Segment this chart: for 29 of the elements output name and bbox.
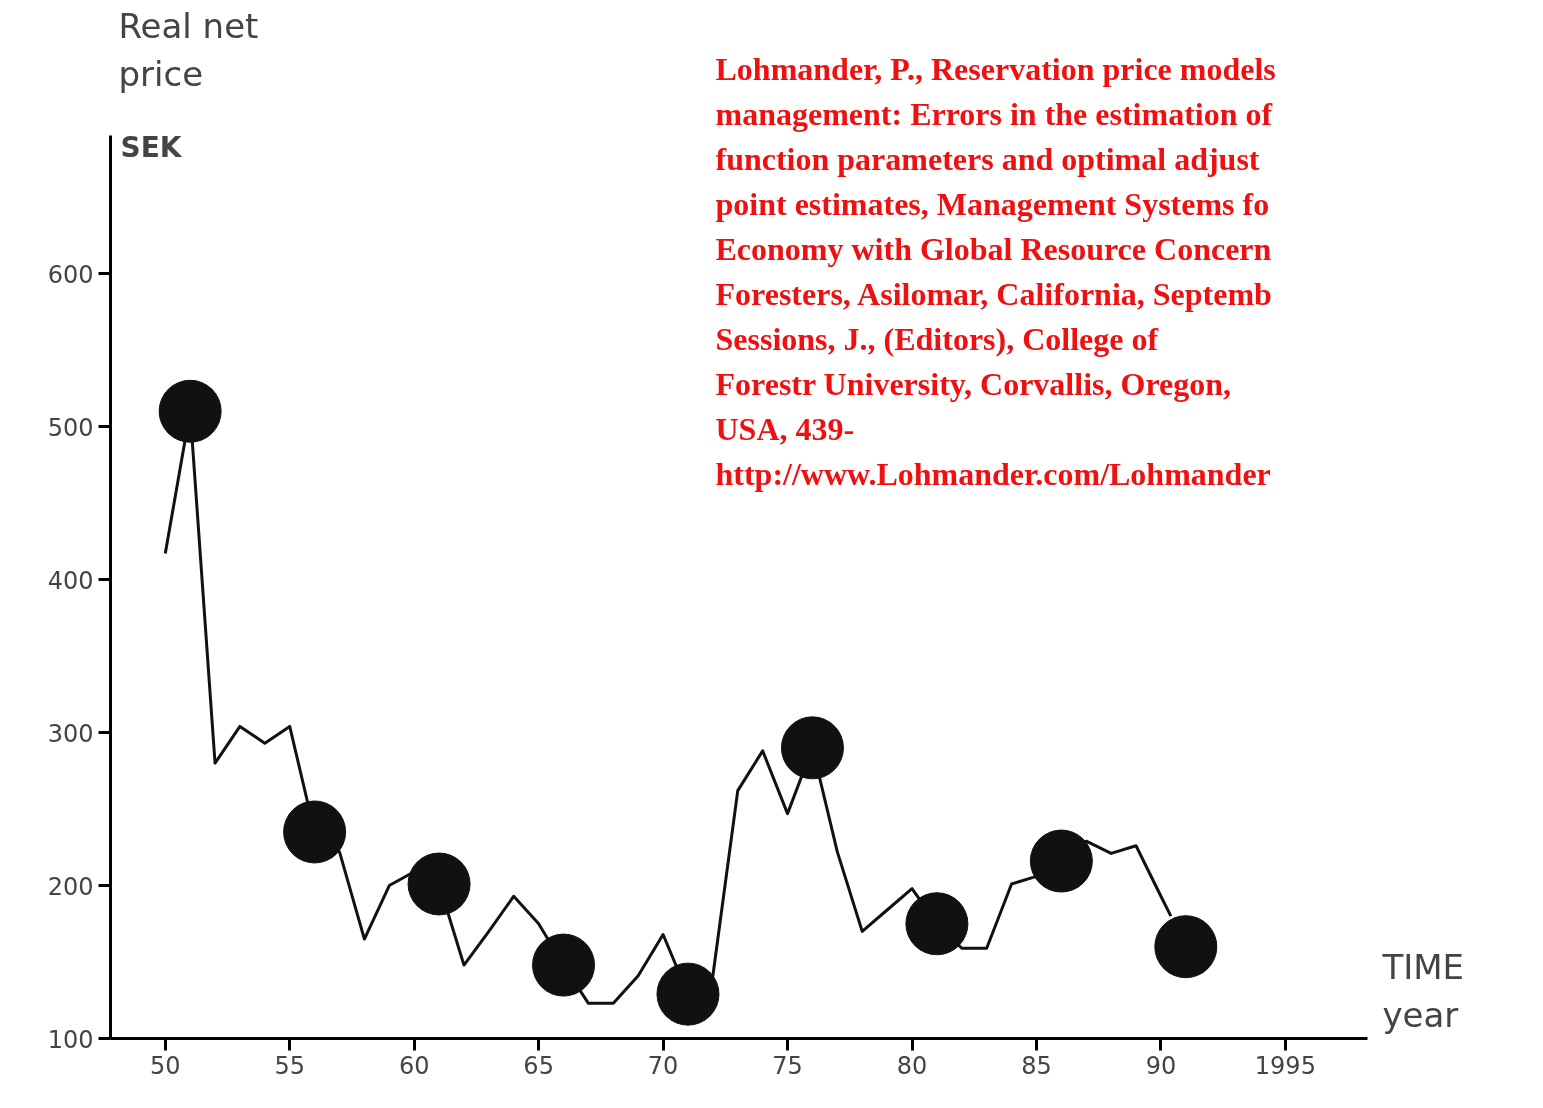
x-tick-label: 60	[398, 1051, 430, 1080]
x-axis-title: TIME year	[1381, 947, 1465, 1036]
point	[1029, 829, 1093, 893]
x-tick-label: 85	[1021, 1051, 1052, 1080]
point	[905, 892, 969, 956]
y-tick-label: 100	[47, 1025, 94, 1054]
x-tick-label: 65	[523, 1051, 554, 1080]
y-tick-label: 300	[47, 719, 94, 748]
point	[656, 962, 720, 1026]
y-tick-label: 200	[47, 872, 94, 901]
x-tick-label: 90	[1145, 1051, 1177, 1080]
text: Lohmander, P., Reservation price models management: Errors in the estimation of function parameters and optimal adjust point estimates, Management Systems fo Economy with Global Resource Concern Foresters, Asilomar, California, Septemb Sessions, J., (Editors), College of Forestr University, Corvallis, Oregon, USA, 439- http://www.Lohmander.com/Lohmander	[715, 50, 1276, 492]
y-tick-label: 500	[47, 413, 94, 442]
x-tick-label: 75	[772, 1051, 803, 1080]
point	[407, 852, 471, 916]
x-tick-label: 70	[647, 1051, 679, 1080]
point	[532, 933, 596, 997]
y-tick-label: 400	[47, 566, 94, 595]
point	[1154, 915, 1218, 979]
point	[780, 716, 844, 780]
annotation: SEK	[120, 130, 183, 164]
x-tick-label: 80	[896, 1051, 928, 1080]
y-tick-label: 600	[47, 260, 94, 289]
point	[283, 800, 347, 864]
y-axis-title: Real net price	[118, 5, 259, 94]
x-tick-label: 1995	[1254, 1051, 1316, 1080]
x-tick-label: 55	[274, 1051, 305, 1080]
point	[158, 379, 222, 443]
x-tick-label: 50	[149, 1051, 181, 1080]
